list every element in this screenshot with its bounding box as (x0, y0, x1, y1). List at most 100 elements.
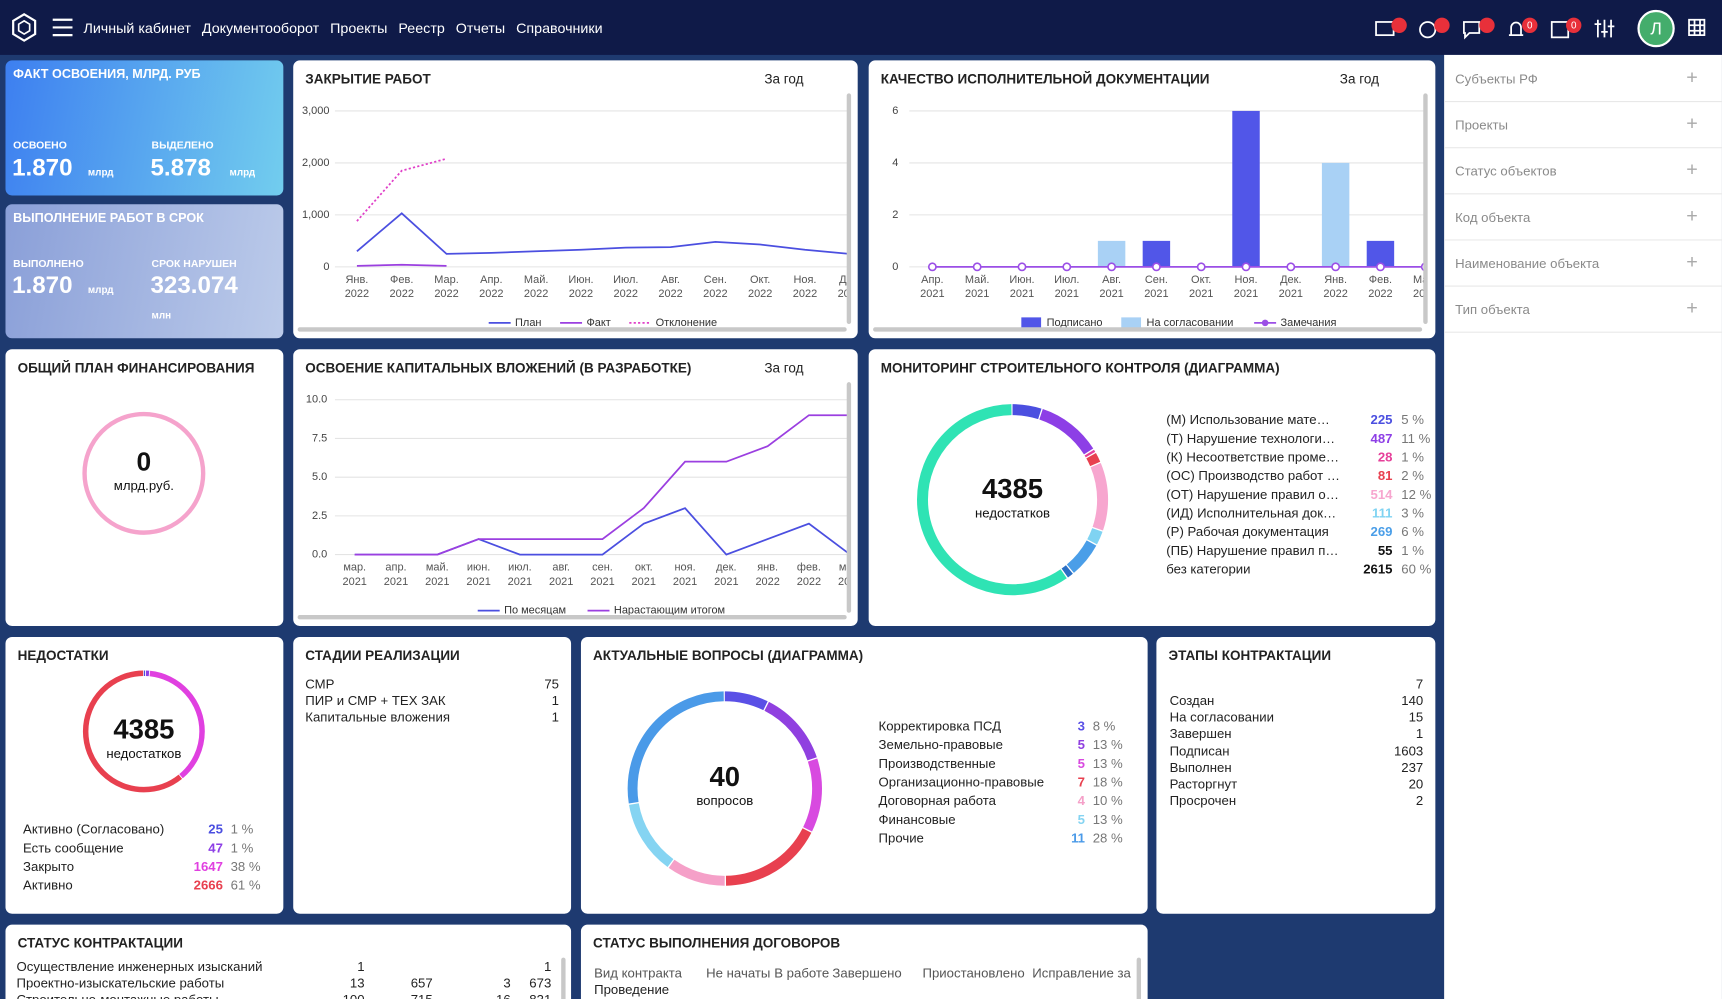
filter-row[interactable]: Субъекты РФ + (1444, 55, 1722, 103)
scrollbar[interactable] (561, 957, 566, 999)
donut-total: 4385 (982, 473, 1043, 504)
filter-row[interactable]: Проекты + (1444, 101, 1722, 149)
nav-item[interactable]: Справочники (516, 19, 603, 36)
x-tick-label: 2021 (714, 576, 738, 588)
x-tick-label: май. (426, 562, 449, 574)
more-menu[interactable] (1129, 646, 1136, 666)
legend-point (1261, 319, 1269, 327)
x-tick-label: 2022 (569, 288, 593, 300)
kpi-label: ВЫПОЛНЕНО (13, 258, 84, 271)
y-tick-label: 6 (892, 105, 898, 117)
top-nav: 0 0 Л Личный кабинет Документооборот Проек… (0, 0, 1722, 55)
table-value: 15 (1408, 709, 1424, 726)
nav-item[interactable]: Документооборот (201, 19, 320, 36)
more-menu[interactable] (265, 646, 272, 666)
add-filter[interactable]: + (1686, 250, 1698, 273)
add-filter[interactable]: + (1686, 296, 1698, 319)
mail-icon[interactable] (1375, 21, 1395, 37)
apps-icon[interactable] (1688, 18, 1706, 37)
donut-segment (627, 691, 823, 886)
nav-item[interactable]: Отчеты (455, 19, 506, 36)
table-value: 715 (411, 992, 433, 999)
chat-icon[interactable] (1463, 21, 1481, 40)
x-tick-label: 2022 (614, 288, 638, 300)
legend-label: (М) Использование мате… (1166, 412, 1329, 427)
more-menu[interactable] (265, 358, 272, 378)
x-tick-label: 2022 (748, 288, 772, 300)
filter-row[interactable]: Код объекта + (1444, 193, 1722, 241)
nav-item[interactable]: Проекты (330, 19, 388, 36)
legend-count: 5 (1078, 756, 1085, 771)
y-tick-label: 7.5 (312, 432, 327, 444)
add-filter[interactable]: + (1686, 158, 1698, 181)
scrollbar[interactable] (297, 614, 847, 620)
legend-label: План (515, 317, 541, 329)
x-tick-label: 2022 (345, 288, 369, 300)
avatar[interactable] (1637, 9, 1675, 48)
series-line (354, 414, 848, 556)
card-title: СТАТУС ВЫПОЛНЕНИЯ ДОГОВОРОВ (593, 935, 841, 952)
table-header: В работе (774, 965, 830, 981)
menu-button[interactable] (52, 18, 73, 37)
x-tick-label: мар. (839, 562, 858, 574)
calendar-icon[interactable] (1550, 21, 1570, 39)
period-select[interactable]: За год (764, 71, 804, 87)
legend-share: 60 % (1401, 561, 1431, 576)
more-menu[interactable] (1129, 933, 1136, 953)
x-tick-label: Июл. (613, 274, 638, 286)
table-label: Завершен (1169, 726, 1232, 742)
donut-segment (82, 670, 205, 793)
at-icon[interactable] (1419, 21, 1437, 39)
point (1331, 262, 1341, 272)
legend-count: 5 (1078, 812, 1085, 827)
x-tick-label: Окт. (750, 274, 770, 286)
x-tick-label: Янв. (345, 274, 368, 286)
legend-label: Есть сообщение (23, 840, 124, 855)
table-value: 3 (503, 975, 511, 991)
point (1017, 262, 1027, 272)
scrollbar[interactable] (846, 382, 852, 613)
more-menu[interactable] (1417, 69, 1424, 89)
nav-item[interactable]: Личный кабинет (83, 19, 191, 36)
filter-label: Статус объектов (1455, 163, 1557, 180)
more-menu[interactable] (552, 933, 559, 953)
table-label: Подписан (1169, 743, 1230, 759)
card-title: МОНИТОРИНГ СТРОИТЕЛЬНОГО КОНТРОЛЯ (ДИАГР… (880, 360, 1280, 376)
x-tick-label: 2021 (425, 576, 449, 588)
x-tick-label: Мар. (434, 274, 459, 286)
x-tick-label: июн. (467, 562, 490, 574)
more-menu[interactable] (839, 69, 846, 89)
y-tick-label: 1,000 (302, 209, 329, 221)
period-select[interactable]: За год (764, 360, 804, 376)
scrollbar[interactable] (873, 327, 1423, 332)
more-menu[interactable] (552, 646, 559, 666)
more-menu[interactable] (839, 358, 846, 378)
logo[interactable] (12, 12, 37, 42)
card-title: СТАТУС КОНТРАКТАЦИИ (17, 935, 183, 952)
nav-item[interactable]: Реестр (398, 19, 445, 36)
table-value: 140 (1401, 692, 1424, 709)
add-filter[interactable]: + (1686, 65, 1698, 88)
x-tick-label: 2021 (549, 576, 573, 588)
plot-area: Янв. 2022 Фев. 2022 Мар. 2022 Апр. 2022 Май. 2022… (345, 157, 848, 300)
more-menu[interactable] (1417, 358, 1424, 378)
bell-icon[interactable] (1508, 21, 1524, 37)
scrollbar[interactable] (1423, 93, 1428, 324)
filter-row[interactable]: Статус объектов + (1444, 147, 1722, 195)
scrollbar[interactable] (1136, 957, 1142, 999)
monitoring-donut: (М) Использование мате… 225 5 % (Т) Нарушен… (916, 404, 1432, 596)
legend-label: Факт (586, 317, 610, 329)
period-select[interactable]: За год (1339, 71, 1379, 87)
x-tick-label: 2021 (1099, 288, 1123, 300)
legend-share: 13 % (1093, 756, 1123, 771)
add-filter[interactable]: + (1686, 112, 1698, 134)
more-menu[interactable] (1417, 646, 1424, 666)
add-filter[interactable]: + (1686, 204, 1698, 227)
filter-row[interactable]: Тип объекта + (1444, 286, 1722, 333)
scrollbar[interactable] (297, 327, 847, 332)
scrollbar[interactable] (846, 93, 852, 324)
ring-value: 0 (137, 446, 152, 476)
filter-row[interactable]: Наименование объекта + (1444, 239, 1722, 287)
execution-card: СТАТУС ВЫПОЛНЕНИЯ ДОГОВОРОВ Вид контракт… (580, 924, 1148, 999)
settings-icon[interactable] (1594, 19, 1615, 38)
